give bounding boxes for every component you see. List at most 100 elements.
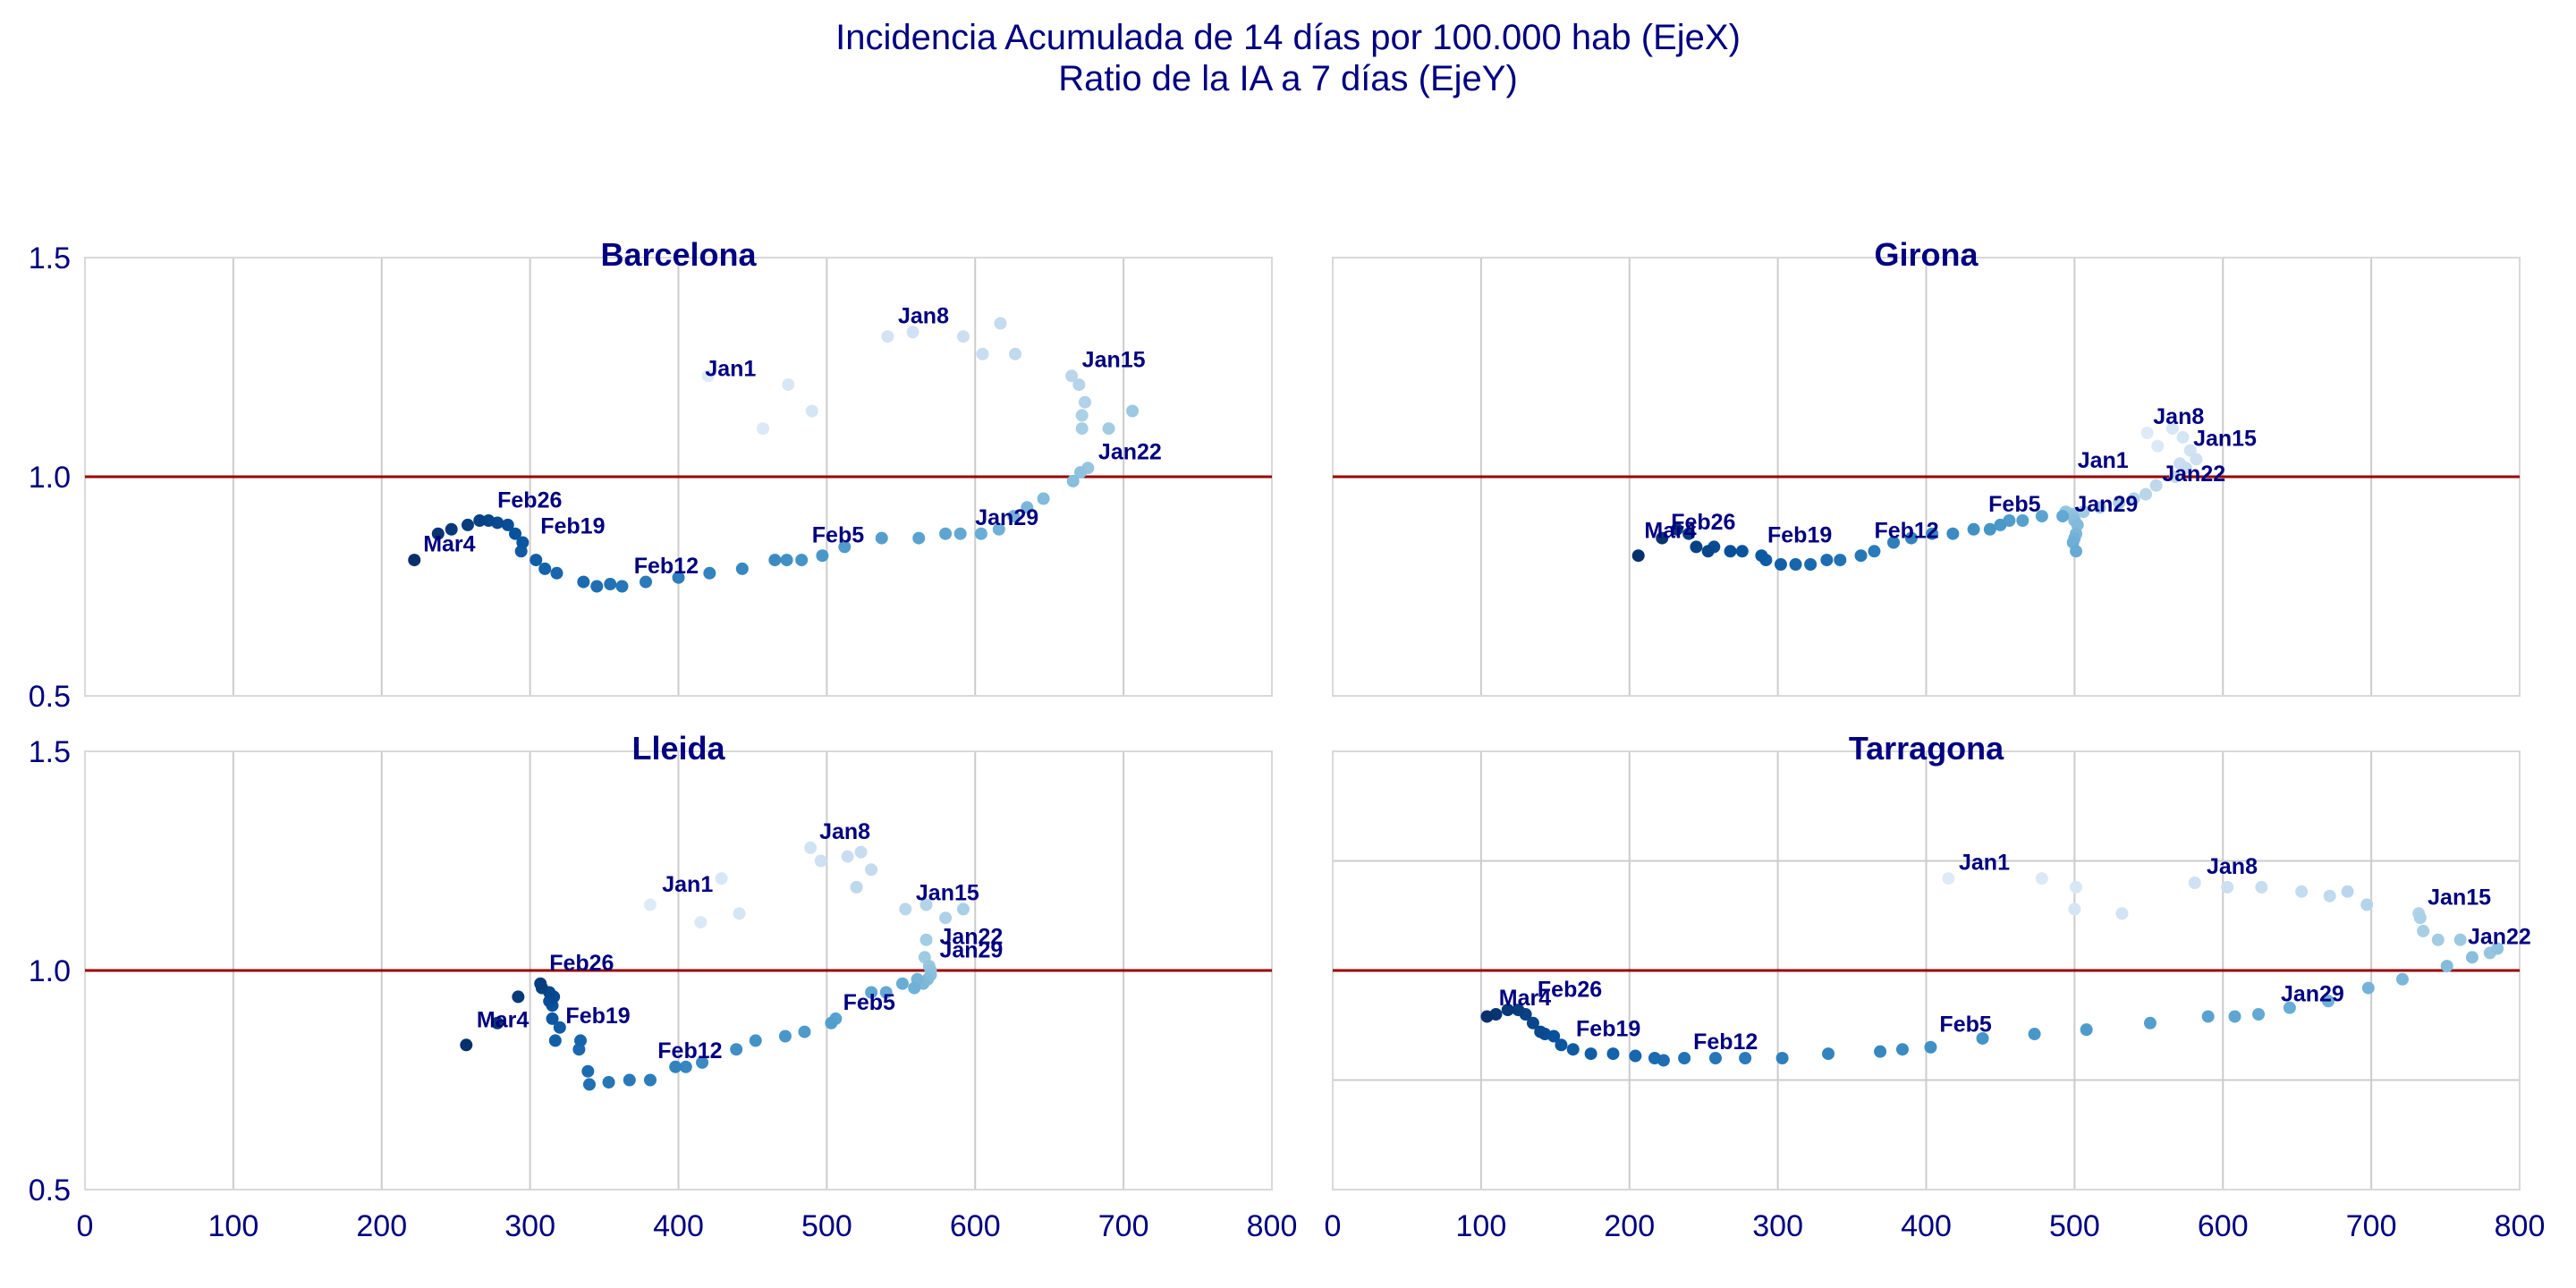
data-point <box>623 1073 636 1087</box>
data-point <box>919 898 933 911</box>
data-point <box>2201 1010 2215 1023</box>
y-tick-label: 1.0 <box>29 954 71 988</box>
data-point <box>780 554 793 567</box>
data-point <box>461 518 474 531</box>
date-label: Jan15 <box>2428 886 2491 911</box>
x-tick-label: 100 <box>1456 1209 1507 1243</box>
data-point <box>939 911 953 925</box>
date-label: Jan1 <box>705 356 756 381</box>
data-point <box>1887 536 1901 549</box>
data-point <box>1926 527 1939 540</box>
data-point <box>2077 505 2090 519</box>
figure-title-line2: Ratio de la IA a 7 días (EjeY) <box>1058 59 1518 98</box>
data-point <box>2183 444 2197 457</box>
x-tick-label: 300 <box>1752 1209 1803 1243</box>
data-point <box>2440 960 2453 973</box>
data-point <box>2413 911 2427 925</box>
data-point <box>546 1012 559 1025</box>
data-point <box>735 562 749 575</box>
date-label: Feb19 <box>1767 523 1832 548</box>
y-tick-label: 0.5 <box>29 1174 71 1208</box>
data-point <box>953 527 967 540</box>
data-point <box>2465 951 2479 964</box>
data-point <box>841 850 854 863</box>
data-point <box>1037 492 1050 505</box>
data-point <box>782 378 795 392</box>
data-point <box>994 317 1007 330</box>
x-tick-label: 200 <box>356 1209 407 1243</box>
data-point <box>1874 1045 1887 1058</box>
y-tick-label: 0.5 <box>29 680 71 714</box>
data-point <box>2115 907 2129 920</box>
data-point <box>1555 1038 1568 1052</box>
date-label: Feb12 <box>1693 1030 1758 1055</box>
data-point <box>1126 404 1140 418</box>
data-point <box>1074 466 1088 479</box>
x-tick-label: 600 <box>950 1209 1001 1243</box>
data-point <box>602 1075 615 1089</box>
date-label: Jan29 <box>2074 492 2138 517</box>
x-tick-label: 800 <box>2495 1209 2546 1243</box>
data-point <box>816 549 829 563</box>
data-point <box>757 422 770 436</box>
x-tick-label: 100 <box>208 1209 259 1243</box>
data-point <box>473 514 487 527</box>
date-label: Jan22 <box>939 925 1003 950</box>
x-tick-label: 600 <box>2198 1209 2249 1243</box>
data-point <box>1066 474 1080 487</box>
data-point <box>1976 1031 1989 1045</box>
data-point <box>2035 872 2048 886</box>
x-tick-label: 500 <box>801 1209 852 1243</box>
data-point <box>2068 902 2081 916</box>
data-point <box>2127 492 2140 505</box>
data-point <box>2491 942 2504 955</box>
data-point <box>577 575 590 589</box>
date-label: Jan29 <box>939 937 1003 962</box>
x-tick-label: 800 <box>1247 1209 1298 1243</box>
panel-title: Girona <box>1874 236 1979 273</box>
data-point <box>805 404 818 418</box>
data-point <box>992 522 1005 536</box>
data-point <box>730 1043 743 1056</box>
data-point <box>2149 479 2163 492</box>
data-point <box>2255 880 2268 894</box>
data-point <box>604 578 617 591</box>
data-point <box>865 863 878 877</box>
data-point <box>2361 981 2375 995</box>
data-point <box>2169 470 2182 483</box>
data-point <box>1774 558 1787 571</box>
data-point <box>2395 972 2409 986</box>
data-point <box>1566 1043 1580 1056</box>
date-label: Feb26 <box>549 951 614 976</box>
date-label: Feb5 <box>1988 492 2040 517</box>
date-label: Feb12 <box>1874 519 1938 544</box>
data-point <box>778 1030 792 1043</box>
date-label: Mar4 <box>423 531 475 556</box>
data-point <box>696 1055 709 1069</box>
data-point <box>939 527 953 540</box>
data-point <box>1078 395 1091 409</box>
data-point <box>672 571 685 584</box>
y-tick-label: 1.5 <box>29 735 71 769</box>
date-label: Feb5 <box>812 523 864 548</box>
date-label: Feb12 <box>657 1038 722 1063</box>
data-point <box>804 841 818 854</box>
date-label: Mar4 <box>1499 986 1551 1011</box>
data-point <box>1512 1004 1525 1017</box>
panel-tarragona: Jan1 Jan8 Jan15 Jan22 Jan29 Feb5 Feb12 Feb19 Feb… <box>1325 730 2546 1243</box>
data-point <box>574 1034 588 1047</box>
data-point <box>956 902 970 916</box>
data-point <box>2295 885 2309 898</box>
data-point <box>1942 872 1955 886</box>
data-point <box>919 933 933 946</box>
date-label: Jan8 <box>2153 404 2204 429</box>
data-point <box>1678 1052 1691 1064</box>
data-point <box>1868 545 1881 558</box>
data-point <box>482 514 496 527</box>
date-label: Jan8 <box>819 819 870 844</box>
data-point <box>553 1021 566 1034</box>
data-point <box>701 369 715 383</box>
data-point <box>643 1073 657 1087</box>
data-point <box>1946 527 1960 540</box>
date-label: Jan22 <box>2162 462 2225 487</box>
